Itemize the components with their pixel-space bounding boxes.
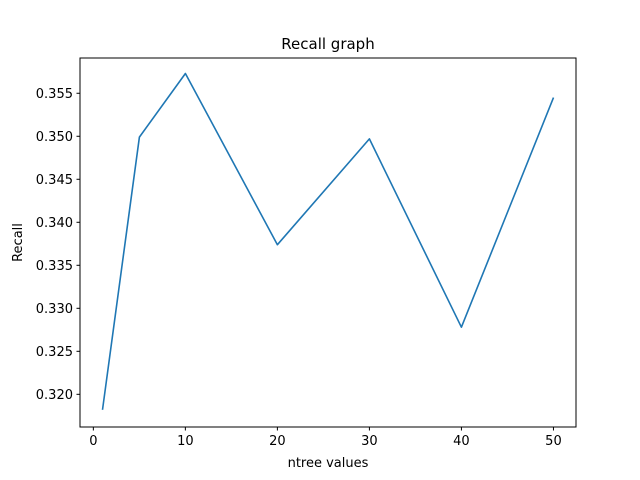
y-tick-label: 0.325 [36, 345, 73, 360]
y-tick-label: 0.340 [36, 216, 73, 231]
y-tick-label: 0.355 [36, 87, 73, 102]
x-tick-label: 10 [177, 434, 194, 449]
chart-title: Recall graph [281, 35, 374, 53]
x-tick-label: 0 [89, 434, 97, 449]
x-tick-label: 50 [545, 434, 562, 449]
x-axis-ticks: 0 10 20 30 40 50 [89, 427, 562, 449]
plot-area [101, 72, 555, 410]
x-axis-label: ntree values [288, 456, 369, 471]
recall-series-line [101, 72, 555, 410]
x-tick-label: 20 [269, 434, 286, 449]
x-tick-label: 30 [361, 434, 378, 449]
y-tick-label: 0.335 [36, 259, 73, 274]
y-axis-ticks: 0.320 0.325 0.330 0.335 0.340 0.345 0.350 0.355 [36, 87, 80, 403]
y-axis-label: Recall [11, 223, 26, 262]
axes-frame [79, 57, 577, 428]
y-tick-label: 0.350 [36, 130, 73, 145]
x-tick-label: 40 [453, 434, 470, 449]
y-tick-label: 0.330 [36, 302, 73, 317]
y-tick-label: 0.320 [36, 388, 73, 403]
y-tick-label: 0.345 [36, 173, 73, 188]
